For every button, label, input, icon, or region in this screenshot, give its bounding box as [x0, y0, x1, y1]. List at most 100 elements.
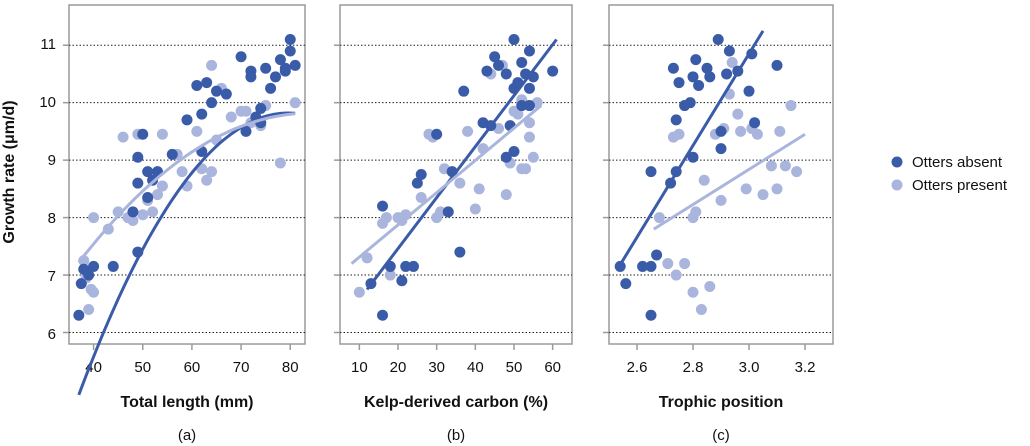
point-otters-absent: [132, 177, 144, 189]
point-otters-absent: [701, 62, 713, 74]
point-otters-present: [361, 252, 373, 264]
plot-frame: [68, 4, 306, 345]
point-otters-present: [435, 206, 447, 218]
point-otters-absent: [489, 51, 501, 63]
point-otters-present: [512, 108, 524, 120]
point-otters-present: [732, 108, 744, 120]
point-otters-present: [791, 166, 803, 178]
point-otters-absent: [454, 246, 466, 258]
legend: Otters absent Otters present: [891, 154, 1008, 194]
point-otters-absent: [201, 77, 213, 89]
point-otters-present: [191, 125, 203, 137]
point-otters-present: [137, 209, 149, 221]
point-otters-present: [673, 128, 685, 140]
point-otters-absent: [637, 260, 649, 272]
point-otters-absent: [274, 54, 286, 66]
point-otters-absent: [431, 128, 443, 140]
point-otters-absent: [284, 45, 296, 57]
trendline-otters-absent: [616, 30, 765, 271]
point-otters-present: [523, 117, 535, 129]
point-otters-present: [735, 125, 747, 137]
point-otters-present: [765, 160, 777, 172]
y-axis-title: Growth rate (μm/d): [1, 100, 18, 243]
point-otters-absent: [107, 260, 119, 272]
x-tick-label: 20: [390, 359, 407, 376]
legend-label-present: Otters present: [912, 177, 1008, 194]
point-otters-absent: [458, 85, 470, 97]
point-otters-absent: [211, 85, 222, 97]
point-otters-absent: [255, 102, 267, 114]
point-otters-absent: [651, 249, 663, 261]
point-otters-present: [520, 163, 532, 175]
point-otters-absent: [396, 275, 408, 287]
panel-label-b: (b): [447, 427, 465, 444]
point-otters-present: [117, 131, 129, 143]
point-otters-absent: [493, 59, 505, 71]
panel-label-c: (c): [712, 427, 730, 444]
point-otters-present: [176, 166, 188, 178]
legend-label-absent: Otters absent: [912, 154, 1003, 171]
point-otters-absent: [75, 278, 87, 290]
point-otters-present: [785, 100, 797, 112]
point-otters-absent: [88, 260, 100, 272]
panel-a: 40 50 60 70 80 Total length (mm) (a): [63, 4, 306, 444]
point-otters-present: [83, 304, 95, 316]
point-otters-absent: [687, 151, 699, 163]
point-otters-present: [274, 157, 286, 169]
point-otters-absent: [137, 128, 149, 140]
point-otters-present: [156, 180, 168, 192]
point-otters-absent: [245, 71, 257, 83]
point-otters-present: [771, 183, 783, 195]
legend-marker-present: [891, 179, 903, 191]
legend-marker-absent: [891, 156, 903, 168]
point-otters-absent: [712, 33, 724, 45]
point-otters-present: [206, 59, 218, 71]
point-otters-absent: [704, 71, 716, 83]
x-axis-title: Trophic position: [659, 394, 783, 411]
point-otters-present: [454, 177, 466, 189]
trendline-otters-absent: [77, 111, 296, 396]
y-tick-label: 8: [48, 210, 56, 227]
point-otters-absent: [687, 71, 699, 83]
x-tick-label: 3.2: [795, 359, 816, 376]
y-tick-label: 9: [48, 152, 56, 169]
point-otters-present: [695, 304, 707, 316]
point-otters-absent: [407, 260, 419, 272]
point-otters-absent: [500, 151, 512, 163]
point-otters-present: [662, 258, 674, 270]
point-otters-absent: [260, 62, 272, 74]
point-otters-present: [289, 97, 301, 109]
point-otters-present: [779, 160, 791, 172]
point-otters-present: [687, 286, 699, 298]
point-otters-absent: [508, 146, 520, 158]
point-otters-absent: [270, 71, 281, 83]
point-otters-absent: [620, 278, 632, 290]
point-otters-present: [225, 111, 237, 123]
point-otters-absent: [690, 54, 702, 66]
x-tick-label: 40: [467, 359, 484, 376]
point-otters-absent: [400, 260, 412, 272]
point-otters-present: [152, 189, 163, 201]
point-otters-present: [757, 189, 769, 201]
point-otters-absent: [83, 269, 95, 281]
point-otters-absent: [196, 108, 208, 120]
panel-b: 10 20 30 40 50 60 Kelp-derived carbon (%) (b): [334, 4, 573, 444]
point-otters-absent: [240, 125, 252, 137]
x-tick-label: 40: [85, 359, 102, 376]
point-otters-present: [127, 214, 139, 226]
point-otters-absent: [693, 79, 705, 91]
point-otters-absent: [377, 309, 389, 321]
point-otters-present: [523, 131, 535, 143]
y-tick-label: 7: [48, 268, 56, 285]
point-otters-absent: [415, 169, 427, 180]
point-otters-present: [156, 128, 168, 140]
point-otters-absent: [73, 309, 85, 321]
point-otters-absent: [645, 260, 657, 272]
point-otters-absent: [442, 206, 454, 218]
point-otters-absent: [523, 82, 535, 94]
point-otters-present: [740, 183, 752, 195]
point-otters-absent: [645, 166, 657, 178]
point-otters-absent: [127, 206, 139, 218]
point-otters-absent: [684, 97, 696, 109]
point-otters-present: [88, 212, 100, 224]
